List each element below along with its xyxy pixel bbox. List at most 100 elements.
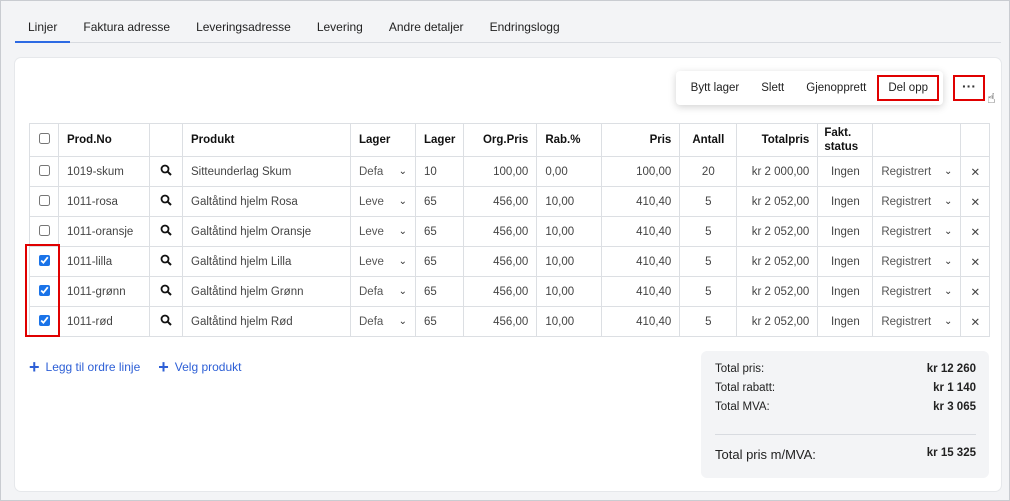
col-antall: Antall xyxy=(679,123,738,157)
chevron-down-icon: ⌄ xyxy=(398,165,407,177)
antall: 20 xyxy=(679,156,738,187)
close-icon: ✕ xyxy=(970,316,981,329)
tab-endringslogg[interactable]: Endringslogg xyxy=(489,20,560,34)
tab-linjer[interactable]: Linjer xyxy=(15,11,71,43)
order-summary: Total pris: kr 12 260 Total rabatt: kr 1 1… xyxy=(701,351,989,478)
delete-row-button[interactable]: ✕ xyxy=(960,306,991,337)
pris: 410,40 xyxy=(601,276,681,307)
table-row: 1019-skum Sitteunderlag Skum Defa ⌄ 10 10… xyxy=(29,156,991,187)
prod-no: 1011-rosa xyxy=(58,186,150,217)
delete-row-button[interactable]: ✕ xyxy=(960,246,991,277)
close-icon: ✕ xyxy=(970,256,981,269)
lager-select-value: Leve xyxy=(359,225,384,238)
status-select[interactable]: Registrert ⌄ xyxy=(872,276,962,307)
delete-row-button[interactable]: ✕ xyxy=(960,186,991,217)
pris: 100,00 xyxy=(601,156,681,187)
summary-divider xyxy=(715,434,976,435)
add-order-line-label: Legg til ordre linje xyxy=(45,360,141,374)
delete-row-button[interactable]: ✕ xyxy=(960,276,991,307)
plus-icon: + xyxy=(158,357,169,377)
fakt-status: Ingen xyxy=(817,216,874,247)
tab-bar: Linjer Faktura adresse Leveringsadresse Lev… xyxy=(15,11,1001,43)
lager-select[interactable]: Defa ⌄ xyxy=(350,306,416,337)
col-lager: Lager xyxy=(414,123,465,157)
search-icon[interactable] xyxy=(149,186,183,217)
org-pris: 456,00 xyxy=(463,306,538,337)
col-search xyxy=(149,123,183,157)
lager-select-value: Defa xyxy=(359,165,384,178)
search-icon[interactable] xyxy=(149,156,183,187)
status-select[interactable]: Registrert ⌄ xyxy=(872,216,962,247)
status-select-value: Registrert xyxy=(881,225,932,238)
col-rab: Rab.% xyxy=(536,123,603,157)
status-select[interactable]: Registrert ⌄ xyxy=(872,186,962,217)
lager-select[interactable]: Defa ⌄ xyxy=(350,276,416,307)
totalpris: kr 2 052,00 xyxy=(736,186,819,217)
row-checkbox[interactable] xyxy=(38,254,50,266)
status-select[interactable]: Registrert ⌄ xyxy=(872,306,962,337)
lager-select[interactable]: Leve ⌄ xyxy=(350,246,416,277)
lager: 65 xyxy=(414,246,465,277)
menu-item-del-opp[interactable]: Del opp xyxy=(877,75,939,101)
org-pris: 456,00 xyxy=(463,216,538,247)
lager-select[interactable]: Leve ⌄ xyxy=(350,216,416,247)
tab-andre-detaljer[interactable]: Andre detaljer xyxy=(388,20,464,34)
row-checkbox[interactable] xyxy=(38,284,50,296)
table-row: 1011-rød Galtåtind hjelm Rød Defa ⌄ 65 45… xyxy=(29,306,991,337)
row-checkbox[interactable] xyxy=(38,314,50,326)
choose-product-label: Velg produkt xyxy=(174,360,242,374)
grand-total-value: kr 15 325 xyxy=(926,447,976,459)
fakt-status: Ingen xyxy=(817,306,874,337)
chevron-down-icon: ⌄ xyxy=(943,255,953,267)
close-icon: ✕ xyxy=(970,166,981,179)
totalpris: kr 2 052,00 xyxy=(736,246,819,277)
choose-product-link[interactable]: + Velg produkt xyxy=(158,357,241,378)
delete-row-button[interactable]: ✕ xyxy=(960,216,991,247)
org-pris: 456,00 xyxy=(463,276,538,307)
pris: 410,40 xyxy=(601,246,681,277)
lager-select[interactable]: Defa ⌄ xyxy=(350,156,416,187)
select-all-checkbox[interactable] xyxy=(38,133,50,144)
search-icon[interactable] xyxy=(149,276,183,307)
status-select[interactable]: Registrert ⌄ xyxy=(872,246,962,277)
table-row: 1011-lilla Galtåtind hjelm Lilla Leve ⌄ 6… xyxy=(29,246,991,277)
pris: 410,40 xyxy=(601,186,681,217)
status-select-value: Registrert xyxy=(881,285,932,298)
prod-no: 1011-lilla xyxy=(58,246,150,277)
antall: 5 xyxy=(679,216,738,247)
tab-leveringsadresse[interactable]: Leveringsadresse xyxy=(196,20,291,34)
row-checkbox[interactable] xyxy=(38,224,50,236)
col-delete xyxy=(960,123,991,157)
plus-icon: + xyxy=(29,357,40,377)
lager-select[interactable]: Leve ⌄ xyxy=(350,186,416,217)
menu-item-gjenopprett[interactable]: Gjenopprett xyxy=(806,82,867,94)
add-order-line-link[interactable]: + Legg til ordre linje xyxy=(29,357,140,378)
total-pris-value: kr 12 260 xyxy=(926,363,976,375)
chevron-down-icon: ⌄ xyxy=(943,165,953,177)
rabatt: 10,00 xyxy=(536,276,603,307)
fakt-status: Ingen xyxy=(817,186,874,217)
produkt: Galtåtind hjelm Rosa xyxy=(182,186,351,217)
row-checkbox[interactable] xyxy=(38,194,50,206)
menu-item-slett[interactable]: Slett xyxy=(761,82,785,94)
menu-item-bytt-lager[interactable]: Bytt lager xyxy=(690,82,740,94)
status-select[interactable]: Registrert ⌄ xyxy=(872,156,962,187)
chevron-down-icon: ⌄ xyxy=(398,285,407,297)
delete-row-button[interactable]: ✕ xyxy=(960,156,991,187)
search-icon[interactable] xyxy=(149,216,183,247)
status-select-value: Registrert xyxy=(881,195,932,208)
table-row: 1011-oransje Galtåtind hjelm Oransje Lev… xyxy=(29,216,991,247)
tab-faktura-adresse[interactable]: Faktura adresse xyxy=(83,20,171,34)
row-checkbox[interactable] xyxy=(38,164,50,176)
fakt-status: Ingen xyxy=(817,156,874,187)
order-lines-table: Prod.No Produkt Lager Lager Org.Pris Rab… xyxy=(29,123,991,337)
total-pris-label: Total pris: xyxy=(715,363,765,375)
table-row: 1011-grønn Galtåtind hjelm Grønn Defa ⌄ 6… xyxy=(29,276,991,307)
search-icon[interactable] xyxy=(149,246,183,277)
lager: 65 xyxy=(414,186,465,217)
tab-levering[interactable]: Levering xyxy=(316,20,363,34)
chevron-down-icon: ⌄ xyxy=(398,315,407,327)
search-icon[interactable] xyxy=(149,306,183,337)
more-actions-button[interactable]: ··· xyxy=(953,75,985,101)
col-produkt: Produkt xyxy=(182,123,351,157)
